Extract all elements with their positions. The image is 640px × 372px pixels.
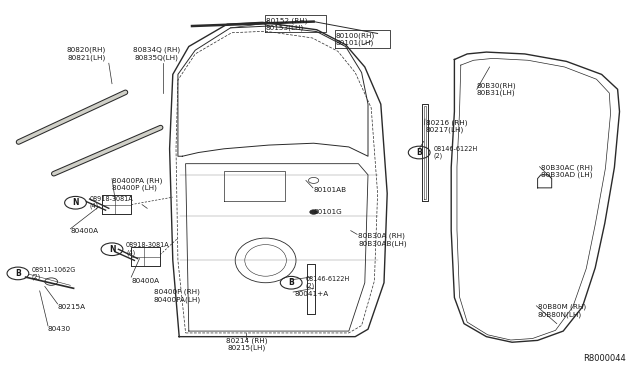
Text: 80101AB: 80101AB [314,187,347,193]
Text: 08918-3081A
(4): 08918-3081A (4) [126,243,170,256]
Text: 80430: 80430 [48,326,71,332]
Text: B: B [417,148,422,157]
Text: 80215A: 80215A [58,304,86,310]
Text: N: N [72,198,79,207]
Text: N: N [109,245,115,254]
Text: 80100(RH)
80101(LH): 80100(RH) 80101(LH) [336,32,375,46]
Text: 80152 (RH)
80153(LH): 80152 (RH) 80153(LH) [266,17,307,31]
Text: 80820(RH)
80821(LH): 80820(RH) 80821(LH) [67,47,106,61]
Text: B: B [15,269,20,278]
Text: 80B30AC (RH)
80B30AD (LH): 80B30AC (RH) 80B30AD (LH) [541,164,593,178]
Text: 80214 (RH)
80215(LH): 80214 (RH) 80215(LH) [226,337,267,351]
Text: 08146-6122H
(2): 08146-6122H (2) [305,276,349,289]
Circle shape [310,210,317,214]
Text: 80B30A (RH)
80B30AB(LH): 80B30A (RH) 80B30AB(LH) [358,233,407,247]
Text: 80B30(RH)
80B31(LH): 80B30(RH) 80B31(LH) [477,82,516,96]
Text: 08918-3081A
(4): 08918-3081A (4) [90,196,133,209]
Text: B: B [289,278,294,287]
Text: 80400A: 80400A [131,278,159,284]
Text: 80834Q (RH)
80835Q(LH): 80834Q (RH) 80835Q(LH) [133,47,180,61]
Text: 80041+A: 80041+A [294,291,329,297]
Text: 80400P (RH)
80400PA(LH): 80400P (RH) 80400PA(LH) [154,289,201,303]
Text: 80216 (RH)
80217(LH): 80216 (RH) 80217(LH) [426,119,467,134]
Text: 08911-1062G
(2): 08911-1062G (2) [32,267,76,280]
Text: 80400A: 80400A [70,228,99,234]
Text: 80400PA (RH)
80400P (LH): 80400PA (RH) 80400P (LH) [112,177,163,191]
Text: R8000044: R8000044 [583,354,626,363]
Text: 08146-6122H
(2): 08146-6122H (2) [433,146,477,159]
Text: 80101G: 80101G [314,209,342,215]
Text: 80B80M (RH)
80B80N(LH): 80B80M (RH) 80B80N(LH) [538,304,586,318]
